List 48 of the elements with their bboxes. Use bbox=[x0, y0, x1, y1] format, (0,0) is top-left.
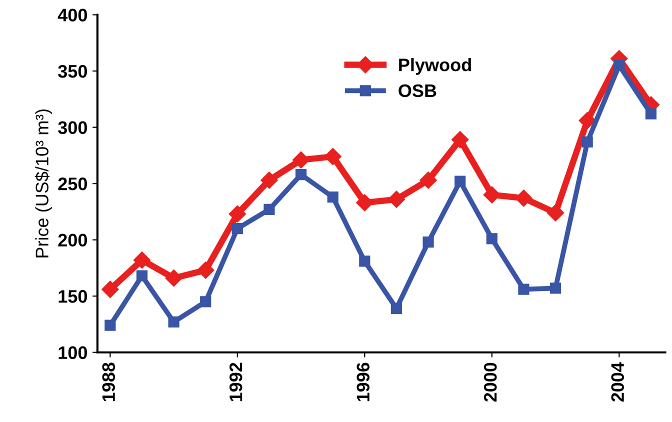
point bbox=[228, 205, 246, 223]
point bbox=[295, 169, 307, 180]
point bbox=[327, 192, 338, 203]
y-tick-label: 200 bbox=[58, 234, 87, 247]
x-tick-label: 2004 bbox=[611, 362, 624, 402]
point bbox=[515, 190, 532, 207]
y-tick-label: 250 bbox=[58, 178, 87, 190]
point bbox=[452, 131, 469, 148]
point bbox=[292, 151, 310, 168]
point bbox=[518, 284, 530, 295]
y-tick-label: 150 bbox=[58, 290, 87, 303]
point bbox=[483, 186, 500, 204]
x-tick-label: 1988 bbox=[102, 362, 116, 402]
point bbox=[390, 302, 402, 314]
point bbox=[420, 172, 437, 189]
y-tick-label: 300 bbox=[58, 121, 87, 134]
point bbox=[645, 108, 657, 120]
point bbox=[264, 204, 275, 216]
point bbox=[546, 204, 564, 222]
point bbox=[197, 262, 214, 279]
point bbox=[486, 233, 498, 244]
point bbox=[260, 172, 278, 189]
y-tick-label: 400 bbox=[58, 8, 87, 22]
point bbox=[359, 256, 370, 267]
point bbox=[550, 282, 562, 294]
point bbox=[133, 252, 151, 269]
legend-label: OSB bbox=[398, 84, 436, 98]
point bbox=[136, 270, 148, 282]
point bbox=[614, 60, 625, 71]
point bbox=[356, 194, 374, 212]
x-tick-label: 1996 bbox=[356, 362, 370, 402]
point bbox=[232, 223, 243, 234]
point bbox=[454, 176, 466, 187]
point bbox=[582, 136, 593, 148]
point bbox=[422, 236, 434, 248]
y-tick-label: 100 bbox=[58, 346, 87, 360]
point bbox=[578, 112, 596, 130]
x-tick-label: 2000 bbox=[484, 362, 497, 402]
point bbox=[104, 320, 116, 331]
point bbox=[165, 270, 182, 287]
point bbox=[102, 280, 119, 298]
y-axis-title: Price (US$/10³ m³) bbox=[34, 109, 52, 258]
y-tick-label: 350 bbox=[58, 64, 87, 78]
legend-label: Plywood bbox=[399, 58, 471, 75]
point bbox=[168, 316, 180, 328]
point bbox=[200, 296, 212, 308]
point bbox=[324, 148, 342, 166]
x-tick-label: 1992 bbox=[229, 362, 242, 402]
